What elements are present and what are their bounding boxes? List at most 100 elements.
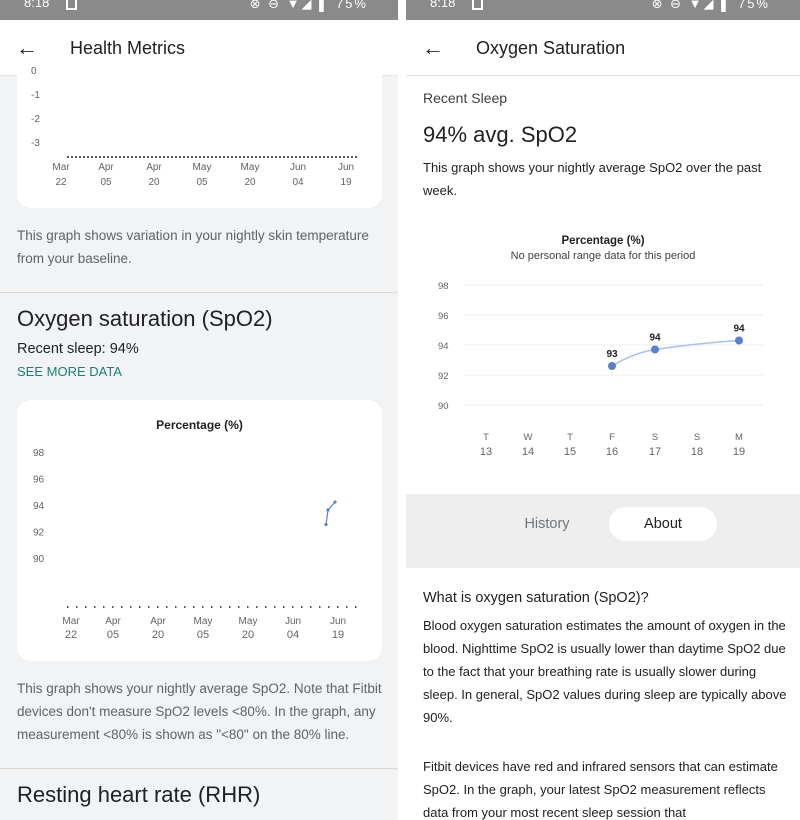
battery-level: 75%: [737, 0, 770, 11]
avg-spo2-value: 94% avg. SpO2: [423, 122, 578, 147]
about-paragraph-1: Blood oxygen saturation estimates the am…: [423, 618, 787, 725]
y-tick-label: 90: [33, 554, 45, 565]
x-tick-label: 14: [522, 446, 534, 458]
temp-y-tick-label: -2: [31, 114, 40, 125]
spo2-data-point: [324, 522, 328, 527]
x-tick-label: Jun: [330, 616, 346, 627]
tab-bar: History About: [406, 494, 800, 568]
temp-x-tick-label: May 05: [192, 162, 212, 188]
x-tick-label: 16: [606, 446, 618, 458]
rhr-section-title: Resting heart rate (RHR): [17, 782, 261, 807]
temp-x-tick-label: Mar 22: [52, 162, 70, 188]
x-tick-label: Jun: [285, 616, 301, 627]
chart-title: Percentage (%): [156, 418, 243, 432]
y-tick-label: 92: [33, 527, 45, 538]
x-tick-label: F: [609, 432, 615, 443]
x-tick-label: M: [735, 432, 743, 443]
page-title: Oxygen Saturation: [476, 38, 626, 58]
status-time: 8:18: [430, 0, 456, 10]
spo2-data-point: [651, 345, 659, 354]
spo2-series-line: [325, 501, 336, 525]
temp-y-tick-label: -3: [31, 138, 40, 149]
section-divider: [0, 292, 398, 293]
spo2-series-line: [611, 339, 740, 367]
spo2-data-point: [333, 500, 337, 504]
page-title: Health Metrics: [70, 38, 186, 58]
signal-icons: ⊗ ⊖ ▼◢ ▌: [249, 0, 331, 11]
notification-icon: [472, 0, 483, 10]
tab-about[interactable]: About: [609, 507, 717, 541]
temp-y-tick-label: 0: [31, 66, 37, 77]
tab-history[interactable]: History: [524, 516, 570, 532]
x-tick-label: Apr: [150, 616, 166, 627]
temp-axis-baseline: [67, 156, 357, 158]
x-tick-label: May: [194, 616, 213, 627]
about-heading: What is oxygen saturation (SpO2)?: [423, 590, 649, 606]
x-tick-label: 20: [242, 629, 254, 641]
status-bar: 8:18 ⊗ ⊖ ▼◢ ▌ 75%: [406, 0, 800, 20]
temp-x-tick-label: Jun 19: [337, 162, 355, 188]
battery-level: 75%: [335, 0, 368, 11]
y-tick-label: 96: [438, 311, 449, 322]
spo2-section-title: Oxygen saturation (SpO2): [17, 306, 273, 331]
y-tick-label: 96: [33, 475, 45, 486]
section-divider-2: [0, 768, 398, 769]
signal-icons: ⊗ ⊖ ▼◢ ▌: [651, 0, 733, 11]
x-tick-label: 19: [332, 629, 344, 641]
y-tick-label: 94: [438, 341, 449, 352]
temp-y-tick-label: -1: [31, 90, 40, 101]
x-tick-label: 05: [197, 629, 209, 641]
temp-x-tick-label: Apr 05: [98, 162, 114, 188]
x-tick-label: 18: [691, 446, 703, 458]
status-time: 8:18: [24, 0, 50, 10]
chart-title: Percentage (%): [561, 235, 645, 247]
x-tick-label: 15: [564, 446, 576, 458]
x-tick-label: T: [483, 432, 489, 443]
x-tick-label: 17: [649, 446, 661, 458]
status-icons: ⊗ ⊖ ▼◢ ▌ 75%: [250, 0, 368, 12]
x-tick-label: 20: [152, 629, 164, 641]
x-tick-label: 04: [287, 629, 299, 641]
chart-subtitle: No personal range data for this period: [510, 250, 696, 262]
skin-temp-chart-card: 0 -1 -2 -3 Mar 22 Apr 05 Apr 20 May 05 May 20 Jun 04 Ju…: [17, 60, 382, 208]
graph-description: This graph shows your nightly average Sp…: [423, 160, 762, 198]
oxygen-saturation-screen: 8:18 ⊗ ⊖ ▼◢ ▌ 75% ← Oxygen Saturation Re…: [406, 0, 800, 820]
x-tick-label: 05: [107, 629, 119, 641]
y-tick-label: 92: [438, 371, 449, 382]
y-tick-label: 90: [438, 401, 449, 412]
x-tick-label: Mar: [62, 616, 80, 627]
y-tick-label: 98: [438, 281, 449, 292]
spo2-chart-card: Percentage (%) 98 96 94 92 90 Mar 22 Apr 05 Apr 20…: [17, 400, 382, 661]
about-paragraph-2: Fitbit devices have red and infrared sen…: [423, 759, 778, 820]
spo2-data-point: [608, 362, 616, 370]
status-icons: ⊗ ⊖ ▼◢ ▌ 75%: [652, 0, 770, 12]
spo2-data-point: [735, 336, 743, 345]
recent-sleep-label: Recent Sleep: [423, 90, 508, 106]
data-label: 94: [649, 333, 661, 344]
x-tick-label: Apr: [105, 616, 121, 627]
app-bar: ← Oxygen Saturation: [406, 20, 800, 76]
notification-icon: [66, 0, 77, 10]
screen-divider: [398, 0, 406, 820]
skin-temp-description: This graph shows variation in your night…: [17, 228, 369, 266]
temp-x-tick-label: Jun 04: [289, 162, 307, 188]
y-tick-label: 94: [33, 501, 45, 512]
temp-x-tick-label: Apr 20: [146, 162, 162, 188]
temp-x-tick-label: May 20: [240, 162, 260, 188]
back-arrow-icon[interactable]: ←: [16, 35, 38, 60]
see-more-data-link[interactable]: SEE MORE DATA: [17, 364, 122, 379]
data-label: 93: [606, 349, 618, 360]
spo2-long-chart: 98 96 94 92 90 Mar 22 Apr 05 Apr 20 May 05 May 20 Jun 04…: [33, 448, 357, 641]
x-tick-label: 19: [733, 446, 745, 458]
data-label: 94: [733, 324, 745, 335]
y-tick-label: 98: [33, 448, 45, 459]
x-tick-label: S: [694, 432, 700, 443]
spo2-description: This graph shows your nightly average Sp…: [17, 681, 382, 742]
x-tick-label: 22: [65, 629, 77, 641]
status-bar: 8:18 ⊗ ⊖ ▼◢ ▌ 75%: [0, 0, 398, 20]
x-tick-label: May: [239, 616, 258, 627]
spo2-week-chart: 98 96 94 92 90 T 13 W 14 T 15 F 16 S 17 S 18 M 19 93 94 94: [438, 281, 764, 458]
x-tick-label: T: [567, 432, 573, 443]
back-arrow-icon[interactable]: ←: [422, 35, 444, 60]
spo2-data-point: [326, 508, 330, 512]
